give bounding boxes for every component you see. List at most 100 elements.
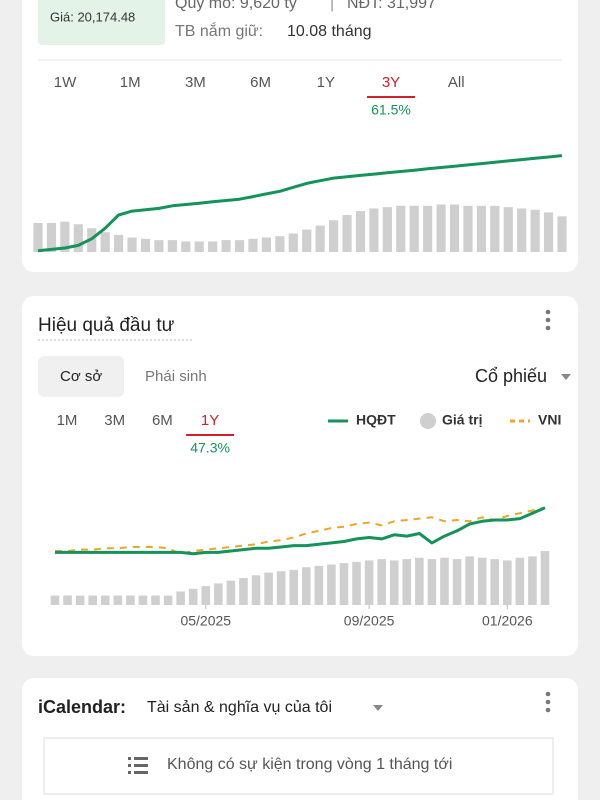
period-tab[interactable]: 6M xyxy=(152,412,173,429)
bar xyxy=(288,233,298,252)
bar xyxy=(251,575,261,605)
bar xyxy=(477,557,487,605)
price: Giá: 20,174.48 xyxy=(50,9,135,24)
line xyxy=(55,506,546,555)
dropdown[interactable]: Cổ phiếu xyxy=(475,366,547,386)
bar xyxy=(327,564,336,605)
tab[interactable]: Cơ sở xyxy=(60,368,102,385)
bar xyxy=(176,591,185,605)
bar xyxy=(113,595,123,605)
bar xyxy=(73,224,83,252)
bar xyxy=(138,595,148,605)
bar xyxy=(100,232,110,252)
bar xyxy=(140,238,151,252)
bar xyxy=(503,560,512,605)
bar xyxy=(329,220,339,252)
bar xyxy=(440,557,449,605)
bar xyxy=(114,234,124,252)
bar xyxy=(302,229,312,252)
bar xyxy=(276,571,286,605)
bar xyxy=(181,241,191,252)
section-title: Hiệu quả đầu tư xyxy=(38,315,175,336)
calendar-label: iCalendar: xyxy=(38,697,126,717)
bar xyxy=(75,595,85,605)
bar xyxy=(503,207,513,252)
line xyxy=(55,506,546,556)
period-tab[interactable]: 3Y xyxy=(382,74,400,91)
bar xyxy=(389,560,399,605)
bar xyxy=(427,559,437,605)
bar xyxy=(449,204,460,252)
bar xyxy=(214,583,223,605)
period-tab[interactable]: All xyxy=(448,74,465,91)
bar xyxy=(423,205,433,252)
bar xyxy=(248,238,258,252)
period-tab[interactable]: 3M xyxy=(185,74,206,91)
bar xyxy=(163,595,173,605)
bar xyxy=(221,240,231,252)
kebab[interactable] xyxy=(545,309,551,331)
bar xyxy=(540,551,550,605)
bar xyxy=(46,222,57,252)
bar xyxy=(377,559,386,605)
holding-label: TB nắm giữ: xyxy=(175,21,263,40)
bar xyxy=(194,241,204,252)
bar xyxy=(355,211,366,252)
bar xyxy=(100,595,110,605)
bar xyxy=(234,240,245,252)
period-return: 61.5% xyxy=(371,102,411,118)
period-tab[interactable]: 1M xyxy=(57,412,78,429)
period-tab[interactable]: 6M xyxy=(250,74,271,91)
bar xyxy=(396,205,406,252)
period-tab[interactable]: 1M xyxy=(120,74,141,91)
empty-message: Không có sự kiện trong vòng 1 tháng tới xyxy=(167,756,452,773)
kebab[interactable] xyxy=(545,691,551,713)
bar xyxy=(301,567,311,605)
period-tab[interactable]: 1W xyxy=(54,74,77,91)
bar xyxy=(60,221,70,252)
bar xyxy=(352,561,361,605)
bar xyxy=(342,215,352,252)
bar xyxy=(154,240,164,252)
bar xyxy=(528,556,537,605)
bar xyxy=(275,236,285,252)
period-tab[interactable]: 3M xyxy=(104,412,125,429)
price-box xyxy=(38,0,165,45)
period-tab[interactable]: 1Y xyxy=(317,74,335,91)
bar xyxy=(369,208,379,252)
dropdown-arrow xyxy=(373,705,383,711)
period-return: 47.3% xyxy=(190,440,230,456)
period-tab[interactable]: 1Y xyxy=(201,412,219,429)
bar xyxy=(239,578,248,605)
legend-label: VNI xyxy=(538,412,561,428)
bar xyxy=(151,595,160,605)
bar xyxy=(88,595,97,605)
bar xyxy=(226,580,236,605)
bar xyxy=(315,225,325,252)
line xyxy=(37,154,563,253)
bar xyxy=(543,212,554,252)
bar xyxy=(415,557,424,605)
dropdown-arrow xyxy=(561,374,571,380)
calendar-dropdown[interactable]: Tài sản & nghĩa vụ của tôi xyxy=(147,699,332,716)
separator: | xyxy=(330,0,334,12)
bar xyxy=(33,222,43,252)
bar xyxy=(364,560,374,605)
bar xyxy=(402,559,412,605)
legend-label: HQĐT xyxy=(356,412,396,428)
bar xyxy=(127,237,137,252)
investors: NĐT: 31,997 xyxy=(347,0,436,12)
bar xyxy=(261,237,271,252)
x-tick-label: 05/2025 xyxy=(180,613,231,629)
bar xyxy=(490,205,500,252)
bar xyxy=(409,205,419,252)
legend-label: Giá trị xyxy=(442,412,482,428)
holding-value: 10.08 tháng xyxy=(287,23,372,40)
bar xyxy=(188,588,198,605)
bar xyxy=(264,572,273,605)
bar xyxy=(382,207,392,252)
tab[interactable]: Phái sinh xyxy=(145,368,207,385)
x-tick-label: 01/2026 xyxy=(482,613,533,629)
bar xyxy=(452,559,462,605)
